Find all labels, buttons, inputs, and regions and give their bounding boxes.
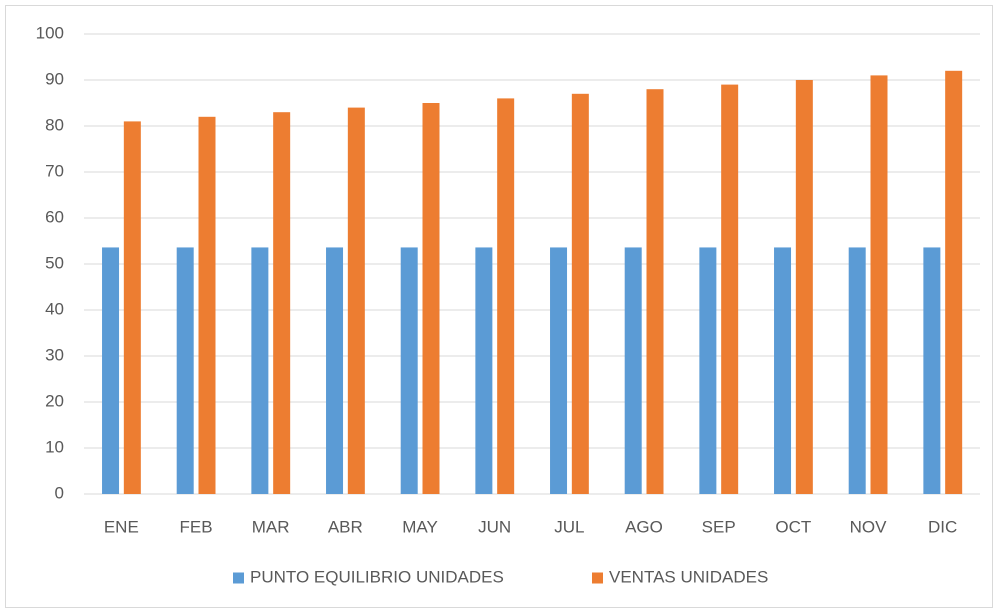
- bar: [848, 247, 866, 494]
- x-tick-label: JUN: [478, 517, 511, 536]
- legend-swatch: [592, 572, 603, 584]
- bar: [176, 247, 194, 494]
- bar: [326, 247, 344, 494]
- y-tick-label: 10: [45, 437, 64, 456]
- x-tick-label: MAR: [252, 517, 290, 536]
- x-tick-label: NOV: [850, 517, 888, 536]
- bar: [870, 75, 888, 495]
- bar: [624, 247, 642, 494]
- bar: [198, 116, 216, 495]
- bar: [774, 247, 792, 494]
- y-tick-label: 60: [45, 207, 64, 226]
- bar: [699, 247, 717, 494]
- x-tick-label: DIC: [928, 517, 957, 536]
- y-tick-label: 70: [45, 161, 64, 180]
- bar: [251, 247, 269, 494]
- y-tick-label: 30: [45, 345, 64, 364]
- bar: [475, 247, 493, 494]
- x-tick-label: MAY: [402, 517, 438, 536]
- bar: [422, 103, 440, 494]
- bar: [721, 84, 739, 494]
- x-tick-label: SEP: [702, 517, 736, 536]
- y-tick-label: 0: [55, 483, 64, 502]
- bar: [273, 112, 291, 494]
- x-tick-label: FEB: [179, 517, 212, 536]
- legend-label: PUNTO EQUILIBRIO UNIDADES: [250, 567, 504, 586]
- legend-label: VENTAS UNIDADES: [609, 567, 768, 586]
- bar: [923, 247, 941, 494]
- legend-swatch: [233, 572, 244, 584]
- bar: [945, 70, 963, 495]
- bar: [347, 107, 365, 494]
- x-tick-label: AGO: [625, 517, 663, 536]
- bar: [571, 93, 589, 495]
- y-tick-label: 90: [45, 69, 64, 88]
- y-tick-label: 40: [45, 299, 64, 318]
- bar: [123, 121, 141, 495]
- x-tick-label: JUL: [554, 517, 584, 536]
- bar: [795, 80, 813, 494]
- y-tick-label: 20: [45, 391, 64, 410]
- bar: [102, 247, 120, 494]
- bar: [497, 98, 515, 495]
- y-tick-label: 100: [36, 23, 64, 42]
- x-tick-label: ABR: [328, 517, 363, 536]
- bar: [550, 247, 568, 494]
- y-tick-label: 50: [45, 253, 64, 272]
- x-tick-label: ENE: [104, 517, 139, 536]
- y-tick-label: 80: [45, 115, 64, 134]
- x-tick-label: OCT: [775, 517, 811, 536]
- bar: [400, 247, 418, 494]
- bar: [646, 89, 664, 494]
